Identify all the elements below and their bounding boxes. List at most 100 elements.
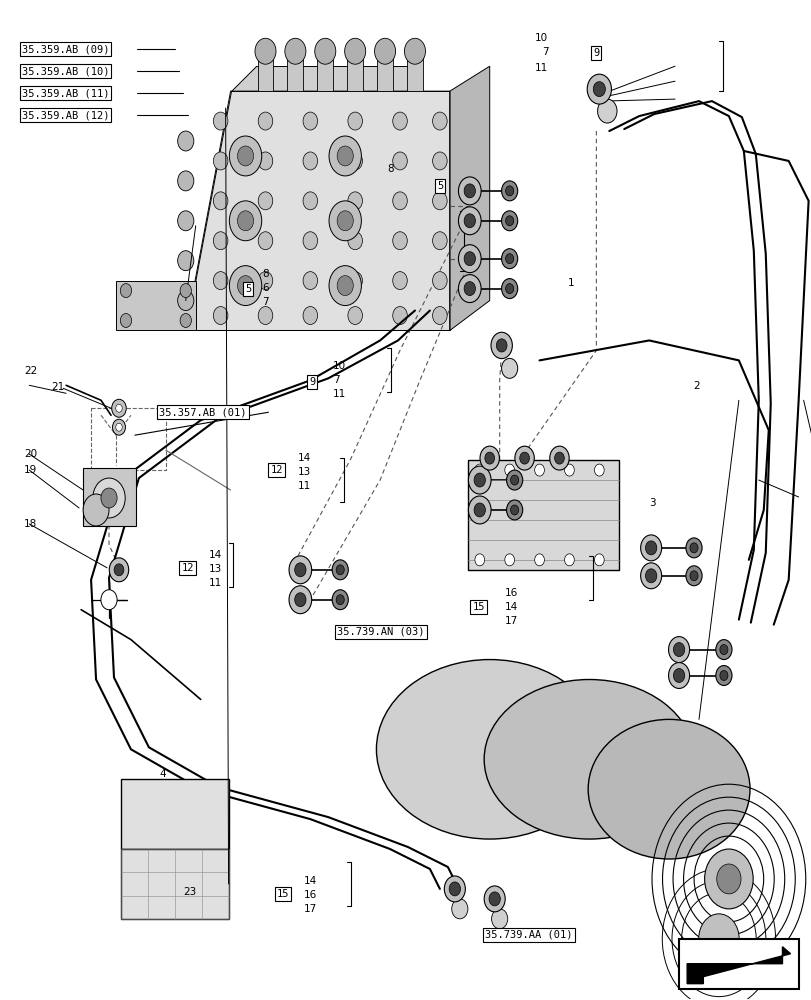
- Bar: [121, 849, 229, 919]
- Circle shape: [101, 590, 117, 610]
- Text: 14: 14: [297, 453, 311, 463]
- Circle shape: [213, 307, 228, 324]
- Circle shape: [213, 192, 228, 210]
- Circle shape: [237, 276, 253, 296]
- Ellipse shape: [483, 680, 693, 839]
- Text: 21: 21: [51, 382, 65, 392]
- Circle shape: [474, 503, 485, 517]
- Circle shape: [501, 181, 517, 201]
- Circle shape: [112, 399, 127, 417]
- Circle shape: [505, 254, 513, 264]
- Polygon shape: [317, 56, 333, 91]
- Circle shape: [393, 307, 407, 324]
- Text: 3: 3: [648, 498, 654, 508]
- Circle shape: [464, 282, 475, 296]
- Circle shape: [564, 464, 573, 476]
- Circle shape: [697, 914, 738, 964]
- Text: 5: 5: [436, 181, 443, 191]
- Circle shape: [505, 186, 513, 196]
- Circle shape: [178, 171, 194, 191]
- Circle shape: [258, 112, 272, 130]
- Circle shape: [332, 590, 348, 610]
- Circle shape: [506, 470, 522, 490]
- Text: 9: 9: [592, 48, 599, 58]
- Circle shape: [289, 556, 311, 584]
- Circle shape: [303, 272, 317, 290]
- Circle shape: [597, 99, 616, 123]
- Circle shape: [294, 593, 306, 607]
- Circle shape: [504, 554, 514, 566]
- Circle shape: [468, 466, 491, 494]
- Circle shape: [328, 201, 361, 241]
- Bar: [467, 460, 619, 570]
- Circle shape: [586, 74, 611, 104]
- Polygon shape: [287, 56, 303, 91]
- Circle shape: [432, 152, 447, 170]
- Circle shape: [432, 192, 447, 210]
- Text: 2: 2: [693, 381, 699, 391]
- Circle shape: [519, 452, 529, 464]
- Ellipse shape: [376, 660, 603, 839]
- Text: 10: 10: [534, 33, 547, 43]
- Circle shape: [289, 586, 311, 614]
- Circle shape: [337, 211, 353, 231]
- Circle shape: [640, 535, 661, 561]
- Circle shape: [491, 909, 507, 929]
- Polygon shape: [186, 91, 449, 330]
- Circle shape: [458, 177, 481, 205]
- Text: 20: 20: [24, 449, 37, 459]
- Circle shape: [505, 284, 513, 294]
- Text: 7: 7: [261, 297, 268, 307]
- Circle shape: [689, 571, 697, 581]
- Circle shape: [464, 184, 475, 198]
- Circle shape: [458, 275, 481, 303]
- Circle shape: [672, 669, 684, 682]
- Text: 35.359.AB (10): 35.359.AB (10): [22, 66, 109, 76]
- Text: 7: 7: [541, 47, 547, 57]
- Text: 35.359.AB (12): 35.359.AB (12): [22, 110, 109, 120]
- Text: 12: 12: [181, 563, 194, 573]
- Circle shape: [393, 152, 407, 170]
- Circle shape: [347, 112, 362, 130]
- Circle shape: [258, 232, 272, 250]
- Circle shape: [505, 216, 513, 226]
- Circle shape: [237, 211, 253, 231]
- Text: 22: 22: [24, 366, 37, 376]
- Circle shape: [237, 146, 253, 166]
- Text: 14: 14: [303, 876, 317, 886]
- Circle shape: [303, 307, 317, 324]
- Circle shape: [534, 554, 543, 566]
- Ellipse shape: [587, 719, 749, 859]
- Circle shape: [689, 543, 697, 553]
- Polygon shape: [406, 56, 423, 91]
- Circle shape: [258, 192, 272, 210]
- Text: 16: 16: [504, 588, 517, 598]
- Text: 23: 23: [183, 887, 196, 897]
- Circle shape: [685, 566, 702, 586]
- Text: 4: 4: [159, 769, 165, 779]
- Circle shape: [645, 569, 656, 583]
- Circle shape: [336, 595, 344, 605]
- Text: 11: 11: [297, 481, 311, 491]
- Text: 15: 15: [472, 602, 484, 612]
- Text: 17: 17: [303, 904, 317, 914]
- Text: 35.739.AA (01): 35.739.AA (01): [485, 930, 572, 940]
- Circle shape: [178, 131, 194, 151]
- Text: 35.359.AB (11): 35.359.AB (11): [22, 88, 109, 98]
- Circle shape: [258, 307, 272, 324]
- Circle shape: [474, 464, 484, 476]
- Circle shape: [303, 192, 317, 210]
- Text: 35.739.AN (03): 35.739.AN (03): [337, 627, 424, 637]
- Circle shape: [458, 245, 481, 273]
- Circle shape: [458, 207, 481, 235]
- Text: 35.359.AB (09): 35.359.AB (09): [22, 44, 109, 54]
- Circle shape: [704, 849, 753, 909]
- Circle shape: [347, 272, 362, 290]
- Circle shape: [303, 232, 317, 250]
- Circle shape: [83, 494, 109, 526]
- Text: 7: 7: [333, 375, 339, 385]
- Circle shape: [719, 671, 727, 680]
- Text: 16: 16: [303, 890, 317, 900]
- Circle shape: [347, 152, 362, 170]
- Circle shape: [593, 82, 605, 97]
